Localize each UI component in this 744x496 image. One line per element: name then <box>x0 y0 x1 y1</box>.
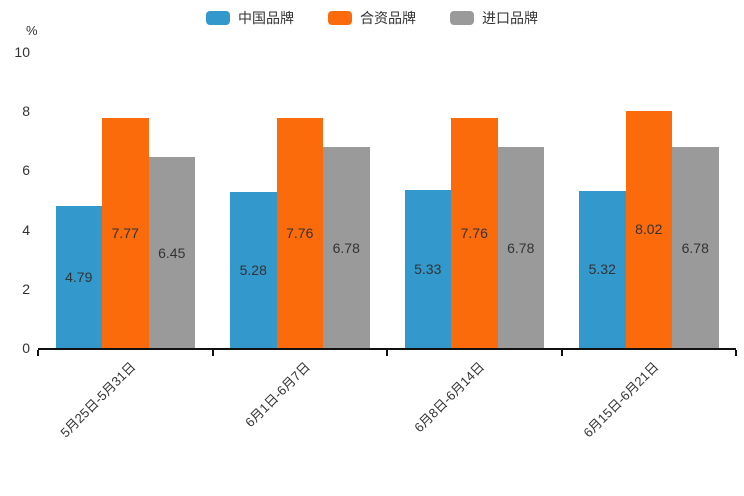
legend-swatch-icon <box>206 11 230 25</box>
bar-合资品牌-3[interactable]: 7.76 <box>451 118 498 348</box>
bar-value-label: 7.77 <box>111 224 139 241</box>
legend-item-label: 进口品牌 <box>482 10 538 26</box>
y-axis-tick-label: 0 <box>22 340 30 356</box>
x-axis-tick <box>211 350 214 356</box>
bar-合资品牌-1[interactable]: 7.77 <box>102 118 149 348</box>
x-axis-tick <box>735 350 737 356</box>
legend-swatch-icon <box>450 11 474 25</box>
bar-合资品牌-2[interactable]: 7.76 <box>276 118 323 348</box>
bar-value-label: 6.78 <box>507 239 535 256</box>
bar-value-label: 6.45 <box>158 244 186 261</box>
y-axis-tick-label: 10 <box>14 44 30 60</box>
bar-value-label: 5.32 <box>588 261 616 278</box>
bar-value-label: 7.76 <box>460 225 488 242</box>
legend-item-label: 中国品牌 <box>238 10 294 26</box>
x-axis-category-label: 6月15日-6月21日 <box>580 359 662 441</box>
bar-value-label: 5.33 <box>414 261 442 278</box>
bar-value-label: 6.78 <box>332 239 360 256</box>
bar-进口品牌-2[interactable]: 6.78 <box>323 147 370 348</box>
y-axis-tick-label: 2 <box>22 280 30 297</box>
legend-swatch-icon <box>328 11 352 25</box>
legend: 中国品牌 合资品牌 进口品牌 <box>0 8 744 28</box>
x-axis-tick <box>560 350 563 356</box>
y-axis-tick-label: 6 <box>22 162 30 179</box>
bar-value-label: 8.02 <box>635 221 663 238</box>
legend-item-2[interactable]: 合资品牌 <box>328 8 416 28</box>
bar-value-label: 7.76 <box>286 225 314 242</box>
bar-中国品牌-1[interactable]: 4.79 <box>55 206 102 348</box>
bar-合资品牌-4[interactable]: 8.02 <box>625 110 672 348</box>
x-axis-tick <box>37 350 39 356</box>
legend-item-label: 合资品牌 <box>360 10 416 26</box>
bar-中国品牌-2[interactable]: 5.28 <box>230 191 277 348</box>
bar-value-label: 5.28 <box>239 261 267 278</box>
y-axis-tick-label: 4 <box>22 221 30 238</box>
legend-item-3[interactable]: 进口品牌 <box>450 8 538 28</box>
x-axis-line <box>38 348 736 350</box>
y-axis-tick-label: 8 <box>22 103 30 120</box>
x-axis-tick <box>386 350 388 356</box>
y-axis-unit-label: % <box>26 23 38 38</box>
bar-中国品牌-4[interactable]: 5.32 <box>579 190 626 348</box>
x-axis-category-label: 6月1日-6月7日 <box>241 359 313 431</box>
x-axis-category-label: 5月25日-5月31日 <box>56 359 138 441</box>
bar-进口品牌-1[interactable]: 6.45 <box>148 157 195 348</box>
bar-value-label: 4.79 <box>65 269 93 286</box>
x-axis-category-label: 6月8日-6月14日 <box>410 359 487 436</box>
legend-item-1[interactable]: 中国品牌 <box>206 8 294 28</box>
bar-value-label: 6.78 <box>681 239 709 256</box>
bar-进口品牌-3[interactable]: 6.78 <box>497 147 544 348</box>
bar-进口品牌-4[interactable]: 6.78 <box>672 147 719 348</box>
bar-中国品牌-3[interactable]: 5.33 <box>404 190 451 348</box>
